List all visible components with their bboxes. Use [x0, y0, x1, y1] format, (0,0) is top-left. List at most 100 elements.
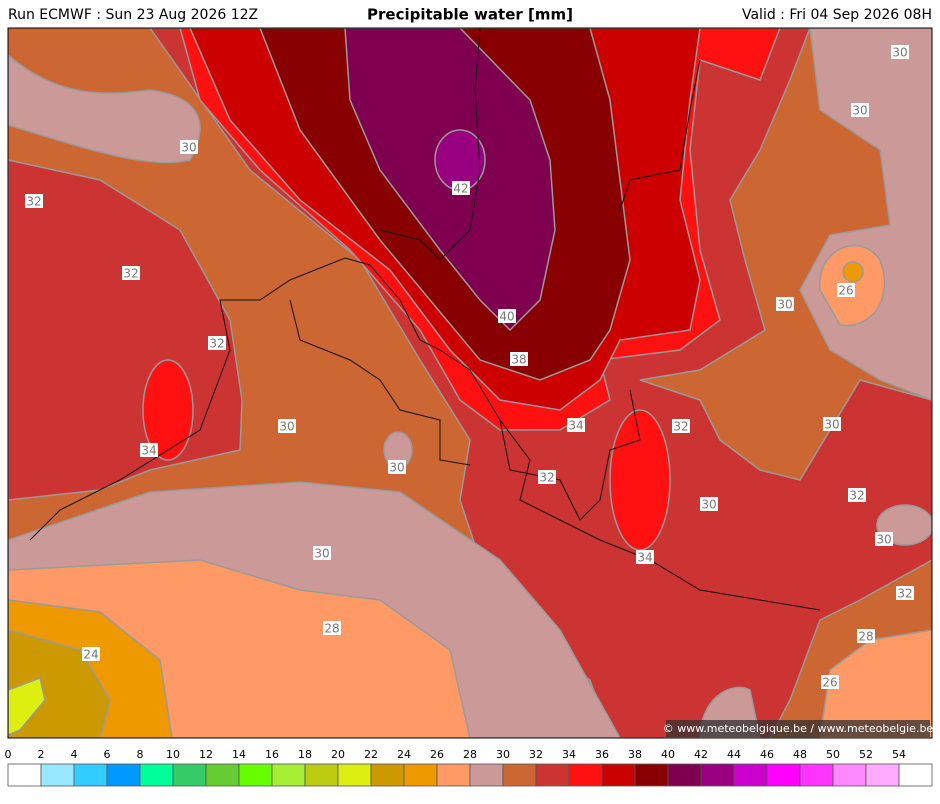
colorbar-swatch [73, 763, 108, 787]
colorbar-swatch [7, 763, 42, 787]
colorbar-tick-label: 52 [859, 748, 873, 761]
contour-label: 42 [453, 182, 468, 196]
contour-label: 30 [314, 547, 329, 561]
contour-label-bg [875, 532, 893, 546]
colorbar-tick-label: 50 [826, 748, 840, 761]
colorbar-swatch [238, 763, 273, 787]
colorbar-tick-label: 18 [298, 748, 312, 761]
contour-label-bg [891, 45, 909, 59]
colorbar-swatch [865, 763, 900, 787]
contour-label-bg [498, 309, 516, 323]
credit: © www.meteobelgique.be / www.meteobelgie… [663, 722, 934, 735]
contour-label-bg [323, 621, 341, 635]
contour-label-bg [776, 297, 794, 311]
colorbar-tick-label: 54 [892, 748, 906, 761]
contour-label-bg [672, 419, 690, 433]
contour-label-bg [848, 488, 866, 502]
colorbar-swatch [304, 763, 339, 787]
contour-label-bg [140, 443, 158, 457]
colorbar-swatch [733, 763, 768, 787]
colorbar-tick-label: 32 [529, 748, 543, 761]
contour-label: 32 [897, 587, 912, 601]
colorbar-swatch [700, 763, 735, 787]
colorbar-tick-label: 44 [727, 748, 741, 761]
colorbar-tick-label: 34 [562, 748, 576, 761]
colorbar-tick-label: 40 [661, 748, 675, 761]
colorbar-swatch [106, 763, 141, 787]
contour-label-bg [857, 629, 875, 643]
colorbar-tick-label: 10 [166, 748, 180, 761]
colorbar-swatch [601, 763, 636, 787]
colorbar-tick-label: 6 [104, 748, 111, 761]
colorbar-swatch [370, 763, 405, 787]
colorbar-swatch [898, 763, 933, 787]
map-frame [7, 27, 933, 739]
contour-label: 32 [673, 420, 688, 434]
contour-label: 34 [637, 551, 652, 565]
contour-label-bg [208, 336, 226, 350]
contour-label: 28 [324, 622, 339, 636]
colorbar-swatch [469, 763, 504, 787]
contour-label-bg [823, 417, 841, 431]
colorbar-swatch [799, 763, 834, 787]
contour-label-bg [180, 140, 198, 154]
run-label: Run ECMWF : Sun 23 Aug 2026 12Z [8, 7, 258, 23]
colorbar-tick-label: 30 [496, 748, 510, 761]
contour-label-bg [388, 460, 406, 474]
colorbar-tick-label: 2 [38, 748, 45, 761]
colorbar-swatch [172, 763, 207, 787]
colorbar-tick-label: 48 [793, 748, 807, 761]
colorbar-swatch [403, 763, 438, 787]
contour-label-bg [567, 418, 585, 432]
contour-label-bg [82, 647, 100, 661]
colorbar-tick-label: 14 [232, 748, 246, 761]
colorbar-tick-label: 46 [760, 748, 774, 761]
contour-label-bg [700, 497, 718, 511]
contour-label-bg [313, 546, 331, 560]
colorbar-swatch [139, 763, 174, 787]
colorbar-tick-label: 12 [199, 748, 213, 761]
colorbar-tick-label: 26 [430, 748, 444, 761]
contour-label-bg [122, 266, 140, 280]
colorbar-swatch [502, 763, 537, 787]
contour-label-bg [278, 419, 296, 433]
colorbar-swatch [205, 763, 240, 787]
contour-label: 30 [701, 498, 716, 512]
colorbar-swatch [337, 763, 372, 787]
contour-label: 32 [209, 337, 224, 351]
valid-label: Valid : Fri 04 Sep 2026 08H [742, 7, 932, 23]
colorbar-swatch [667, 763, 702, 787]
colorbar-tick-label: 4 [71, 748, 78, 761]
contour-label: 30 [777, 298, 792, 312]
colorbar-tick-label: 22 [364, 748, 378, 761]
colorbar-swatch [766, 763, 801, 787]
contour-label-bg [25, 194, 43, 208]
map [8, 28, 932, 738]
contour-label-bg [851, 103, 869, 117]
colorbar-tick-label: 36 [595, 748, 609, 761]
contour-label: 30 [876, 533, 891, 547]
contour-label: 26 [822, 676, 837, 690]
colorbar-swatch [535, 763, 570, 787]
colorbar-swatch [568, 763, 603, 787]
contour-label: 30 [892, 46, 907, 60]
colorbar-tick-label: 16 [265, 748, 279, 761]
contour-label: 30 [279, 420, 294, 434]
contour-label: 40 [499, 310, 514, 324]
contour-label: 26 [838, 284, 853, 298]
colorbar-swatch [634, 763, 669, 787]
contour-label: 34 [568, 419, 583, 433]
colorbar-swatch [40, 763, 75, 787]
colorbar-tick-label: 20 [331, 748, 345, 761]
colorbar-tick-label: 24 [397, 748, 411, 761]
contour-label: 34 [141, 444, 156, 458]
colorbar-swatch [271, 763, 306, 787]
contour-label: 30 [852, 104, 867, 118]
contour-label-bg [510, 352, 528, 366]
colorbar-tick-label: 38 [628, 748, 642, 761]
contour-label-bg [538, 470, 556, 484]
contour-label: 32 [123, 267, 138, 281]
contour-label-bg [636, 550, 654, 564]
